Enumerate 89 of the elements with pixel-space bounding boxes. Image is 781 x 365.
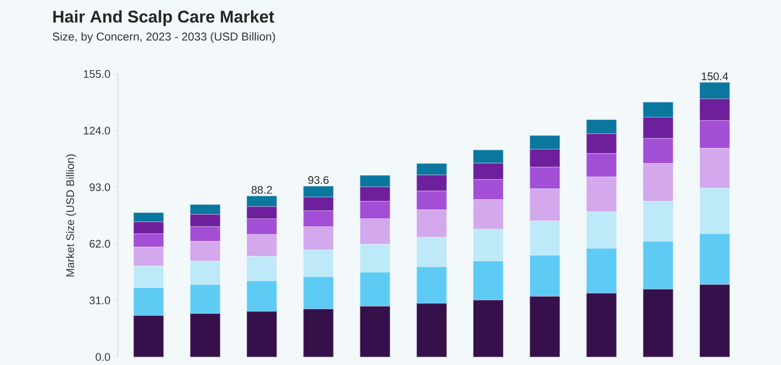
- bar: [133, 212, 164, 222]
- bar: [530, 135, 560, 150]
- total-label: 88.2: [252, 186, 272, 194]
- bar: [190, 241, 220, 262]
- bar: [642, 117, 674, 139]
- bar: [303, 226, 334, 250]
- chart-title: Hair And Scalp Care Market: [53, 10, 274, 26]
- bar: [190, 226, 220, 242]
- bar: [416, 237, 447, 268]
- bar: [473, 179, 504, 200]
- bar: [473, 162, 504, 180]
- bar: [700, 148, 730, 188]
- bar: [700, 284, 730, 358]
- bar: [416, 210, 447, 238]
- bar: [586, 176, 617, 212]
- bar: [246, 280, 277, 312]
- bar: [303, 308, 334, 358]
- bar: [473, 150, 504, 164]
- bar: [700, 82, 730, 100]
- bar: [473, 228, 504, 262]
- bar: [190, 313, 220, 358]
- bar: [586, 119, 617, 134]
- bar: [473, 300, 504, 358]
- bar: [133, 288, 164, 316]
- bar: [190, 260, 220, 285]
- bar: [586, 292, 617, 358]
- bar: [416, 174, 447, 192]
- bar: [246, 206, 277, 219]
- bar: [190, 284, 220, 314]
- bar: [303, 210, 334, 228]
- total-label: 150.4: [702, 72, 728, 80]
- bar: [360, 186, 390, 202]
- bar: [473, 260, 504, 300]
- bar: [700, 120, 730, 149]
- bar: [133, 246, 164, 266]
- bar: [190, 204, 220, 215]
- bar: [190, 214, 220, 227]
- bar: [642, 241, 674, 290]
- bar: [700, 188, 730, 234]
- bar: [642, 163, 674, 202]
- bar: [586, 248, 617, 294]
- bar: [360, 244, 390, 272]
- bar: [586, 134, 617, 154]
- bar: [246, 218, 277, 235]
- bar: [530, 296, 560, 358]
- bar: [530, 188, 560, 222]
- bar: [360, 201, 390, 219]
- bar: [530, 166, 560, 190]
- bar: [700, 98, 730, 121]
- bar: [303, 276, 334, 310]
- bar: [416, 266, 447, 304]
- bar: [303, 250, 334, 277]
- bar: [700, 233, 730, 285]
- bar: [246, 196, 277, 207]
- bar: [133, 315, 164, 358]
- bar: [642, 102, 674, 118]
- y-tick-label: 0.0: [96, 353, 110, 361]
- y-tick-label: 62.0: [90, 240, 110, 248]
- bar: [303, 186, 334, 198]
- chart-subtitle: Size, by Concern, 2023 - 2033 (USD Billion): [52, 32, 275, 43]
- bar: [303, 196, 334, 211]
- bar: [586, 153, 617, 178]
- bar: [416, 190, 447, 210]
- bar: [642, 138, 674, 164]
- bar: [642, 288, 674, 358]
- bar: [360, 306, 390, 358]
- y-tick-label: 31.0: [90, 296, 110, 304]
- bar: [133, 222, 164, 234]
- y-tick-label: 155.0: [84, 70, 110, 78]
- bar: [246, 311, 277, 358]
- bar: [530, 220, 560, 256]
- bar: [133, 266, 164, 288]
- y-tick-label: 93.0: [90, 183, 110, 192]
- bar: [133, 234, 164, 248]
- y-axis-title: Market Size (USD Billion): [66, 154, 76, 276]
- bar: [473, 199, 504, 230]
- y-tick-label: 124.0: [84, 126, 110, 134]
- bar: [360, 272, 390, 306]
- bar: [246, 234, 277, 256]
- bar: [246, 256, 277, 282]
- bar: [360, 175, 390, 188]
- bar: [586, 212, 617, 249]
- bar: [530, 149, 560, 168]
- total-label: 93.6: [308, 176, 329, 184]
- bar: [416, 303, 447, 358]
- bar: [416, 163, 447, 176]
- bar: [360, 218, 390, 245]
- bar: [530, 255, 560, 297]
- bar: [642, 201, 674, 242]
